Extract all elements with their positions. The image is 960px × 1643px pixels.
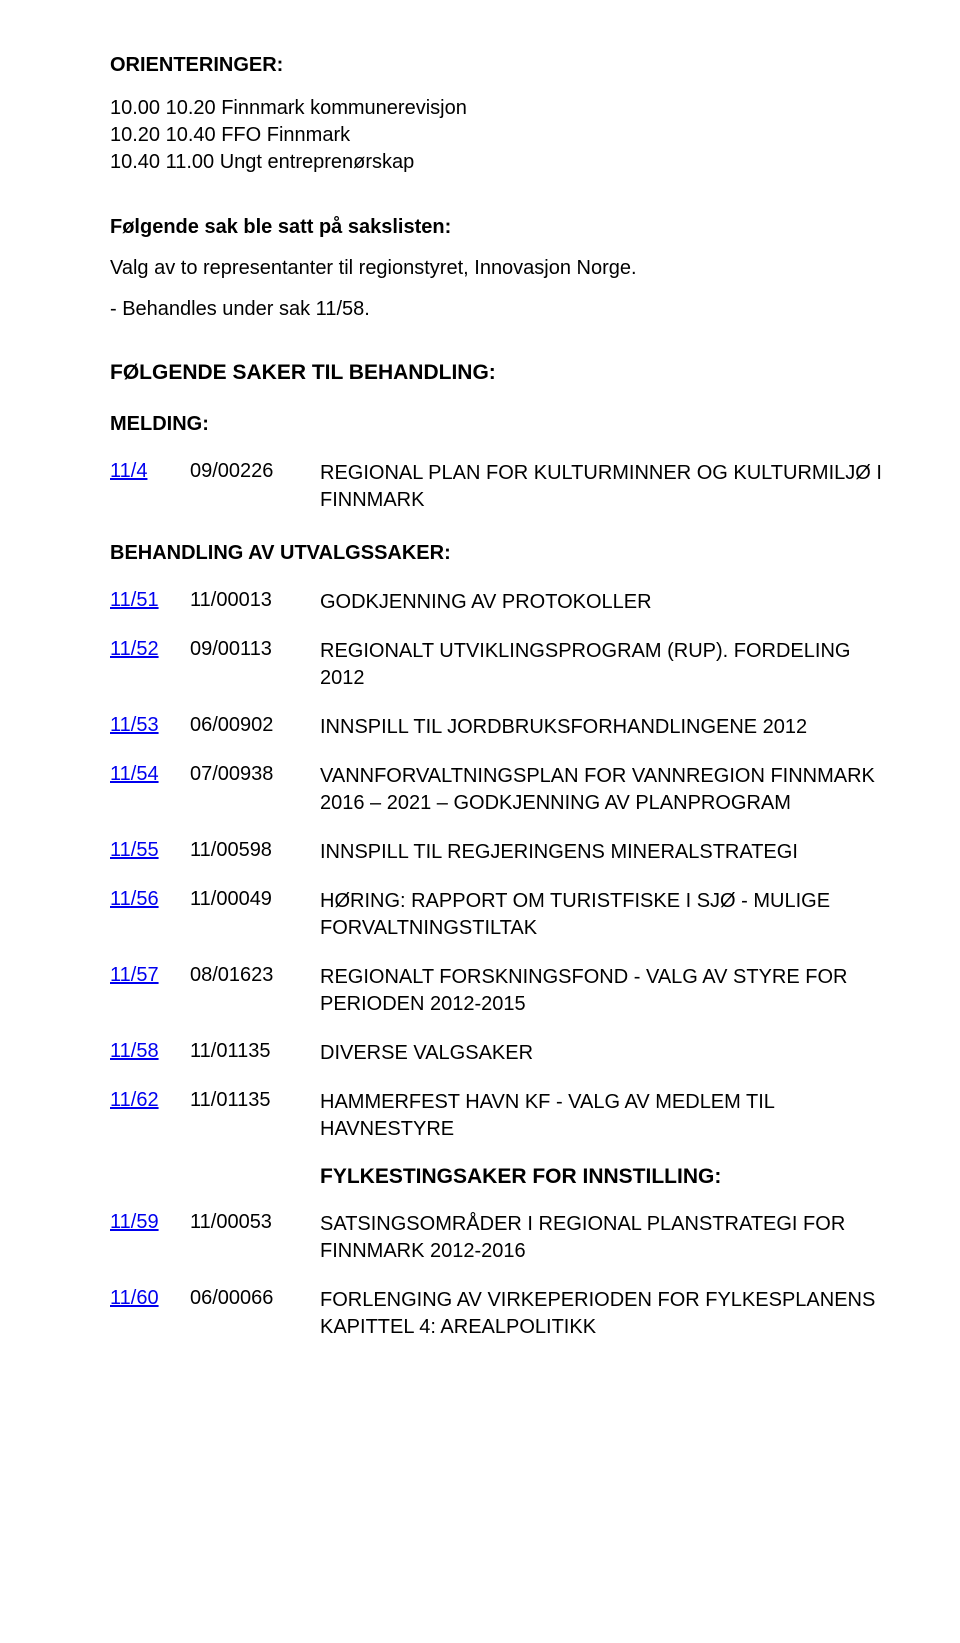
case-link[interactable]: 11/62 <box>110 1089 159 1111</box>
case-link-cell: 11/51 <box>110 589 190 612</box>
case-desc: REGIONAL PLAN FOR KULTURMINNER OG KULTUR… <box>320 460 890 514</box>
case-link[interactable]: 11/60 <box>110 1287 159 1309</box>
case-link-cell: 11/53 <box>110 714 190 737</box>
folgende-sak-line: Valg av to representanter til regionstyr… <box>110 257 890 280</box>
case-desc: FORLENGING AV VIRKEPERIODEN FOR FYLKESPL… <box>320 1287 890 1341</box>
case-link-cell: 11/58 <box>110 1040 190 1063</box>
case-link-cell: 11/56 <box>110 888 190 911</box>
case-link[interactable]: 11/54 <box>110 763 159 785</box>
case-desc: SATSINGSOMRÅDER I REGIONAL PLANSTRATEGI … <box>320 1211 890 1265</box>
case-code: 07/00938 <box>190 763 320 786</box>
table-row: 11/62 11/01135 HAMMERFEST HAVN KF - VALG… <box>110 1089 890 1143</box>
case-desc: DIVERSE VALGSAKER <box>320 1040 890 1067</box>
case-link-cell: 11/57 <box>110 964 190 987</box>
case-desc: INNSPILL TIL JORDBRUKSFORHANDLINGENE 201… <box>320 714 890 741</box>
case-desc: VANNFORVALTNINGSPLAN FOR VANNREGION FINN… <box>320 763 890 817</box>
case-code: 11/01135 <box>190 1089 320 1112</box>
case-link-cell: 11/59 <box>110 1211 190 1234</box>
table-row: 11/57 08/01623 REGIONALT FORSKNINGSFOND … <box>110 964 890 1018</box>
table-row: 11/59 11/00053 SATSINGSOMRÅDER I REGIONA… <box>110 1211 890 1265</box>
case-link[interactable]: 11/51 <box>110 589 159 611</box>
fylkesting-title-wrap: FYLKESTINGSAKER FOR INNSTILLING: <box>110 1165 890 1189</box>
table-row: 11/4 09/00226 REGIONAL PLAN FOR KULTURMI… <box>110 460 890 514</box>
table-row: 11/58 11/01135 DIVERSE VALGSAKER <box>110 1040 890 1067</box>
table-row: 11/54 07/00938 VANNFORVALTNINGSPLAN FOR … <box>110 763 890 817</box>
case-code: 08/01623 <box>190 964 320 987</box>
case-code: 11/00598 <box>190 839 320 862</box>
table-row: 11/60 06/00066 FORLENGING AV VIRKEPERIOD… <box>110 1287 890 1341</box>
case-link-cell: 11/4 <box>110 460 190 483</box>
case-link[interactable]: 11/4 <box>110 460 147 482</box>
case-link-cell: 11/52 <box>110 638 190 661</box>
folgende-sak-note: - Behandles under sak 11/58. <box>110 298 890 321</box>
case-link-cell: 11/62 <box>110 1089 190 1112</box>
case-link[interactable]: 11/57 <box>110 964 159 986</box>
case-link[interactable]: 11/58 <box>110 1040 159 1062</box>
orienteringer-lines: 10.00 10.20 Finnmark kommunerevisjon 10.… <box>110 95 890 176</box>
case-link[interactable]: 11/55 <box>110 839 159 861</box>
case-link-cell: 11/60 <box>110 1287 190 1310</box>
case-code: 09/00226 <box>190 460 320 483</box>
melding-title: MELDING: <box>110 413 890 436</box>
case-desc: HAMMERFEST HAVN KF - VALG AV MEDLEM TIL … <box>320 1089 890 1143</box>
folgende-sak-title: Følgende sak ble satt på sakslisten: <box>110 216 890 239</box>
case-desc: REGIONALT UTVIKLINGSPROGRAM (RUP). FORDE… <box>320 638 890 692</box>
table-row: 11/56 11/00049 HØRING: RAPPORT OM TURIST… <box>110 888 890 942</box>
orienteringer-line: 10.20 10.40 FFO Finnmark <box>110 122 890 149</box>
case-code: 11/00053 <box>190 1211 320 1234</box>
case-desc: HØRING: RAPPORT OM TURISTFISKE I SJØ - M… <box>320 888 890 942</box>
case-link-cell: 11/55 <box>110 839 190 862</box>
case-desc: REGIONALT FORSKNINGSFOND - VALG AV STYRE… <box>320 964 890 1018</box>
case-link[interactable]: 11/52 <box>110 638 159 660</box>
case-link-cell: 11/54 <box>110 763 190 786</box>
orienteringer-line: 10.40 11.00 Ungt entreprenørskap <box>110 149 890 176</box>
table-row: 11/51 11/00013 GODKJENNING AV PROTOKOLLE… <box>110 589 890 616</box>
fylkesting-title: FYLKESTINGSAKER FOR INNSTILLING: <box>320 1165 890 1189</box>
table-row: 11/55 11/00598 INNSPILL TIL REGJERINGENS… <box>110 839 890 866</box>
case-code: 11/00013 <box>190 589 320 612</box>
case-code: 09/00113 <box>190 638 320 661</box>
case-desc: GODKJENNING AV PROTOKOLLER <box>320 589 890 616</box>
table-row: 11/53 06/00902 INNSPILL TIL JORDBRUKSFOR… <box>110 714 890 741</box>
main-section-title: FØLGENDE SAKER TIL BEHANDLING: <box>110 361 890 385</box>
case-code: 06/00066 <box>190 1287 320 1310</box>
case-link[interactable]: 11/59 <box>110 1211 159 1233</box>
orienteringer-line: 10.00 10.20 Finnmark kommunerevisjon <box>110 95 890 122</box>
case-link[interactable]: 11/53 <box>110 714 159 736</box>
case-code: 11/00049 <box>190 888 320 911</box>
case-code: 06/00902 <box>190 714 320 737</box>
case-desc: INNSPILL TIL REGJERINGENS MINERALSTRATEG… <box>320 839 890 866</box>
case-link[interactable]: 11/56 <box>110 888 159 910</box>
document-page: ORIENTERINGER: 10.00 10.20 Finnmark komm… <box>0 0 960 1381</box>
behandling-title: BEHANDLING AV UTVALGSSAKER: <box>110 542 890 565</box>
case-code: 11/01135 <box>190 1040 320 1063</box>
table-row: 11/52 09/00113 REGIONALT UTVIKLINGSPROGR… <box>110 638 890 692</box>
orienteringer-title: ORIENTERINGER: <box>110 54 890 77</box>
